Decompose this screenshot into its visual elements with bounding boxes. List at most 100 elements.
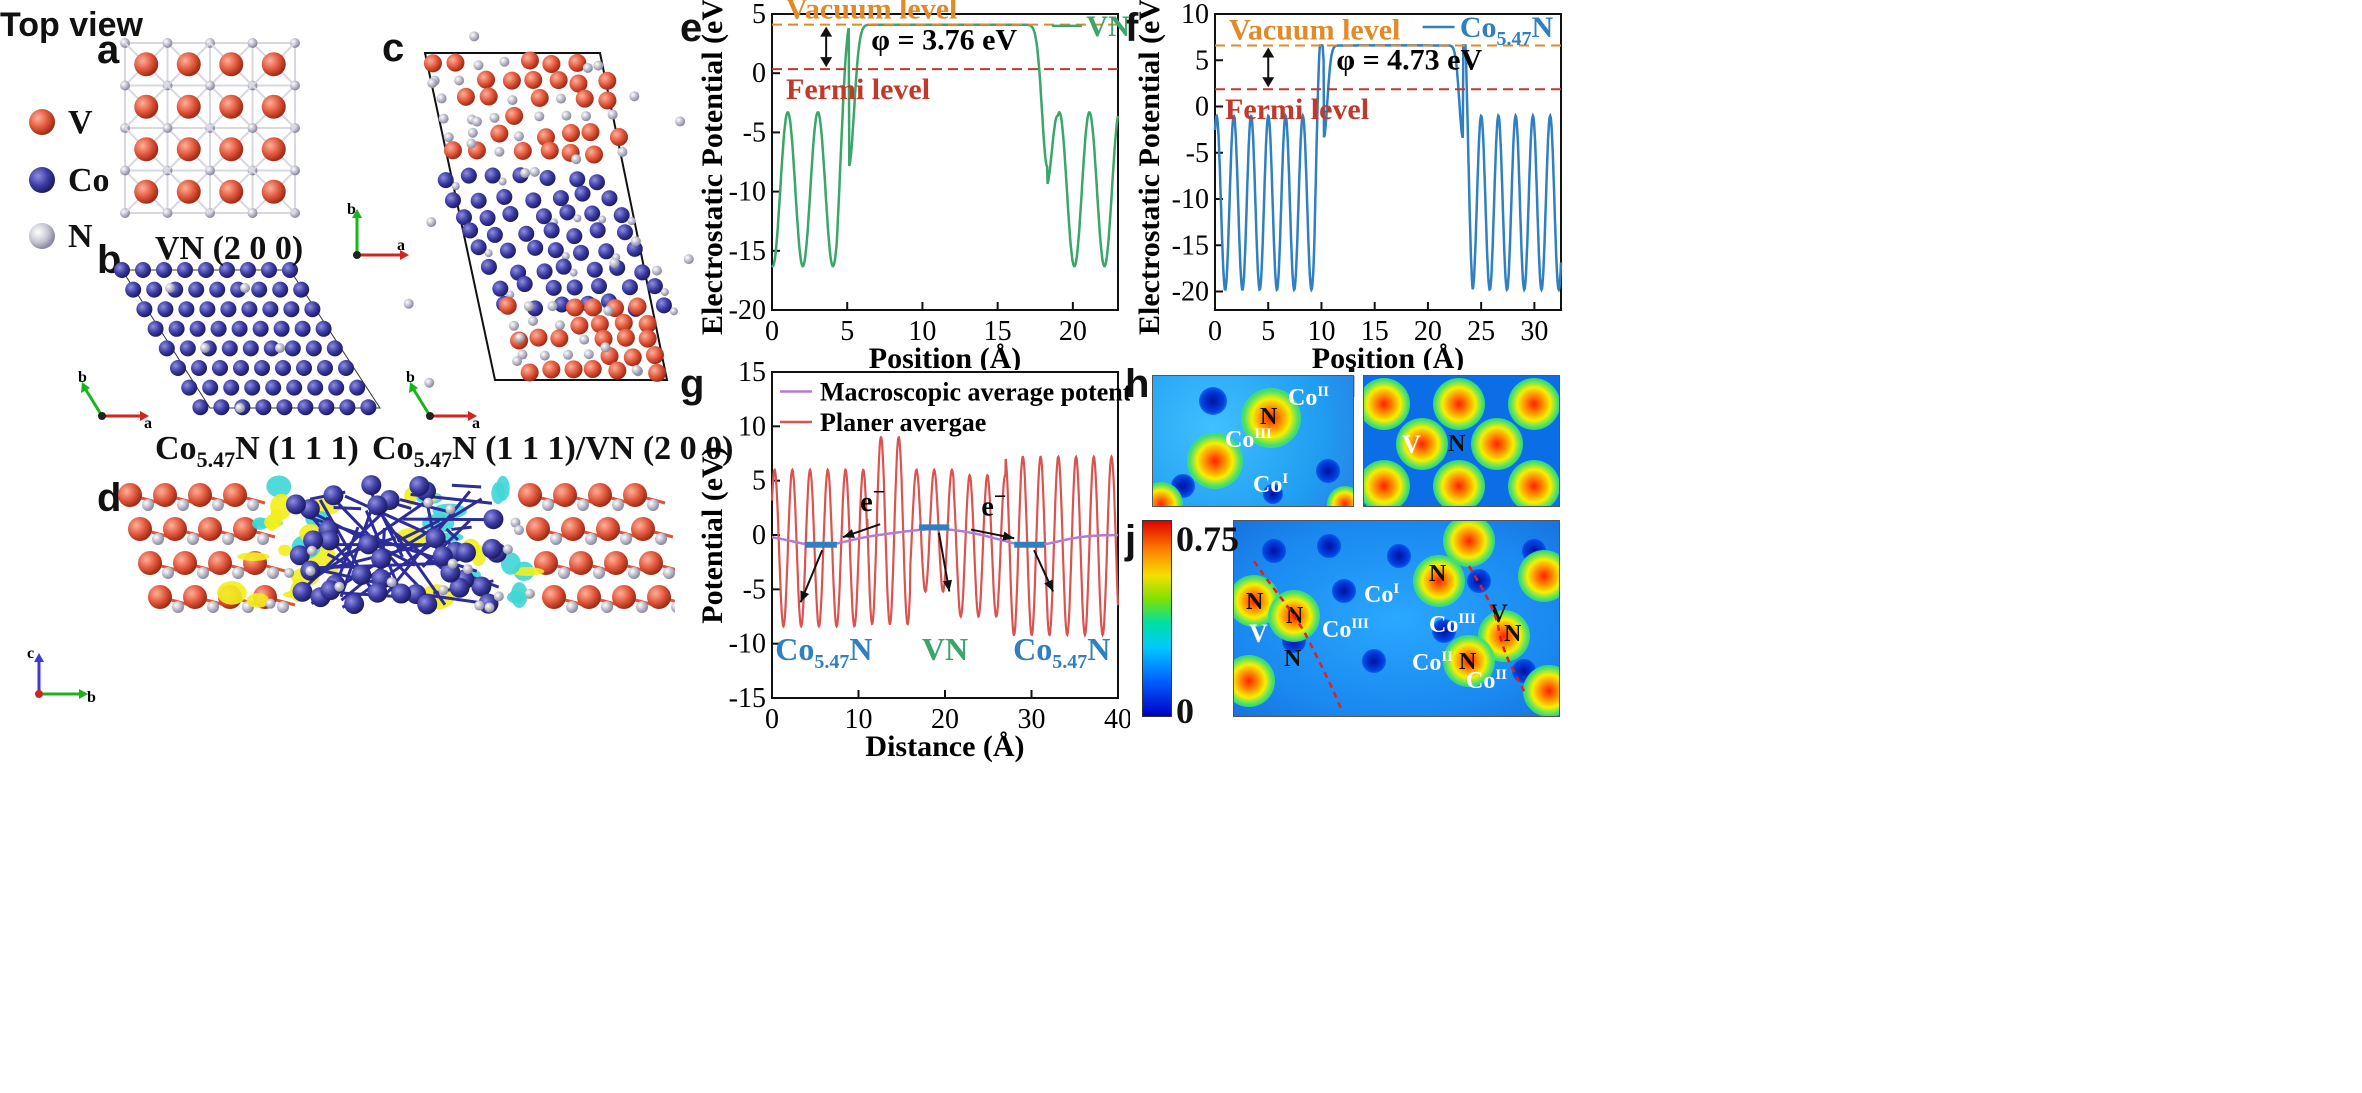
chart-e-vn-potential: 0 5 10 15 20 5 0 -5 -10 -15 -20 Position (Å) Electro… [700,0,1130,370]
elf-maximum [1433,378,1485,430]
n-atom [484,602,495,613]
co-atom [255,399,272,416]
co-atom [589,222,606,239]
phi-arrow-head-down [820,57,833,68]
co-atom [344,593,365,614]
v-atom [520,51,539,70]
triad-c-b-label: b [347,201,356,218]
n-atom [512,356,523,367]
co-atom [263,340,280,357]
x-tick-label: 10 [1307,316,1335,347]
elf-minimum [1467,569,1491,593]
co-atom [437,172,454,189]
elf-maximum [1443,635,1495,687]
co-atom [181,379,198,396]
colorbar-min: 0 [1176,691,1194,731]
co-atom [349,379,366,396]
v-atom [198,517,222,541]
co-atom [456,209,473,226]
n-atom [524,588,535,599]
x-tick-label: 0 [1208,316,1222,347]
map-j-n-label-6: N [1459,649,1477,675]
n-atom [547,301,558,312]
v-atom [568,53,587,72]
co-atom [601,190,618,207]
n-atom [426,217,437,228]
down-arrow-mid-head [942,579,953,592]
v-atom [585,145,604,164]
co-atom [292,581,313,602]
y-tick-label: 0 [1195,92,1209,123]
co-atom [158,340,175,357]
v-atom [498,296,517,315]
elf-minimum [1362,649,1386,673]
co-atom [244,379,261,396]
n-atom [473,60,484,71]
n-atom [571,154,582,165]
co-atom [147,320,164,337]
y-tick-label: 15 [738,358,766,388]
n-atom [660,288,669,297]
co-atom [202,379,219,396]
panel-label-c: c [382,26,405,70]
n-atom [628,567,640,579]
v-atom [176,179,201,204]
n-atom [550,533,562,545]
n-atom [558,567,570,579]
map-i-n-label: N [1448,431,1466,457]
charge-cloud [270,493,293,520]
map-j-n-label-1: N [1246,589,1264,615]
down-arrow-left-head [800,590,810,603]
co-atom [460,167,477,184]
v-atom [628,297,647,316]
co-atom [462,222,479,239]
co-atom [209,281,226,298]
v-atom [176,52,201,77]
map-j-co2-label-2: CoII [1466,667,1508,694]
v-atom [608,361,627,380]
v-atom [423,54,442,73]
v-atom [530,88,549,107]
boundary-line-right [1467,565,1526,692]
n-atom [120,80,130,91]
n-atom [205,80,215,91]
n-atom [177,499,189,511]
x-tick-label: 40 [1104,704,1130,735]
legend-v-swatch [29,109,55,135]
co-atom [555,258,572,275]
co-atom [338,360,354,376]
co-atom [516,276,533,293]
v-atom [614,313,633,332]
n-atom [529,166,540,177]
n-atom [601,601,613,613]
triad-d-c-label: c [27,648,34,662]
elf-maximum [1508,378,1559,430]
caption-co547n-111: Co5.47N (1 1 1) [155,430,359,473]
panel-label-a: a [97,28,120,72]
map-j-co3-label-1: CoIII [1322,616,1369,643]
co-atom [470,192,487,209]
co-atom [240,262,256,278]
v-atom [219,179,244,204]
v-atom [134,179,159,204]
v-atom [577,585,601,609]
n-atom [683,254,694,265]
v-atom [542,360,561,379]
y-tick-label: 5 [752,466,766,497]
n-atom [539,350,550,361]
n-atom [612,499,624,511]
co-atom [275,360,291,376]
co-atom [289,545,310,566]
co-atom [552,190,569,207]
charge-cloud [491,482,505,505]
panel-label-e: e [680,6,703,50]
n-atom [636,601,648,613]
co-atom [409,475,430,496]
n-atom [581,111,592,122]
n-atom [620,533,632,545]
n-atom [523,301,534,312]
elf-maximum [1471,418,1523,470]
n-atom [542,499,554,511]
y-tick-label: 10 [738,411,766,442]
map-j-co1-label: CoI [1364,581,1400,608]
